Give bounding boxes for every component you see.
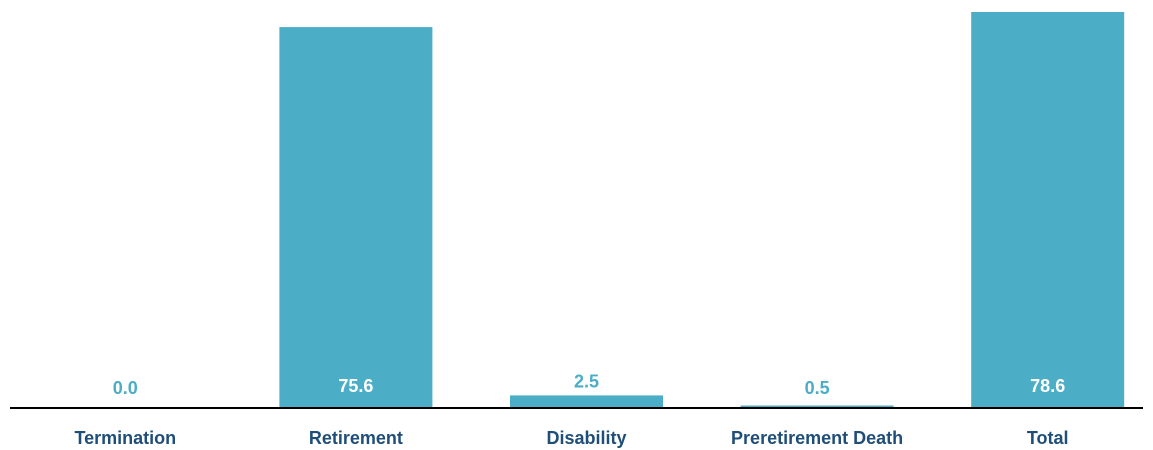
bar-retirement [279, 27, 433, 408]
value-label-total: 78.6 [1030, 376, 1065, 396]
bar-total [971, 12, 1125, 408]
value-label-preretirement-death: 0.5 [805, 378, 830, 398]
value-label-retirement: 75.6 [338, 376, 373, 396]
category-label-preretirement-death: Preretirement Death [731, 428, 903, 448]
bars-layer [279, 12, 1125, 408]
category-label-retirement: Retirement [309, 428, 403, 448]
value-label-termination: 0.0 [113, 378, 138, 398]
category-label-disability: Disability [546, 428, 626, 448]
bar-disability [510, 395, 663, 408]
category-label-termination: Termination [74, 428, 176, 448]
category-label-total: Total [1027, 428, 1069, 448]
bar-preretirement-death [740, 405, 894, 408]
value-label-disability: 2.5 [574, 371, 599, 391]
value-labels-layer: 0.0 75.6 2.5 0.5 78.6 [113, 371, 1065, 398]
category-labels-layer: Termination Retirement Disability Preretire… [74, 428, 1068, 448]
